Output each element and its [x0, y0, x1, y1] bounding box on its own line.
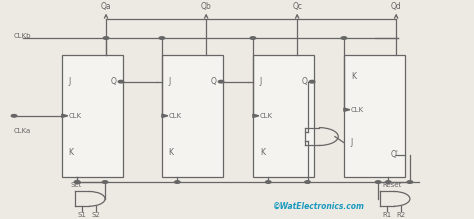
- Text: CLK: CLK: [351, 107, 364, 113]
- Circle shape: [385, 181, 391, 183]
- Circle shape: [102, 181, 108, 183]
- Text: CLKb: CLKb: [14, 33, 32, 39]
- Circle shape: [118, 80, 124, 83]
- Text: K: K: [69, 148, 73, 157]
- Circle shape: [407, 181, 413, 183]
- Text: Reset: Reset: [383, 182, 402, 188]
- Circle shape: [265, 181, 271, 183]
- Circle shape: [250, 37, 255, 39]
- Text: Qb: Qb: [201, 2, 211, 11]
- Circle shape: [375, 181, 381, 183]
- Bar: [62, 55, 123, 177]
- Text: J: J: [69, 77, 71, 86]
- Text: J: J: [260, 77, 262, 86]
- Text: Set: Set: [71, 182, 82, 188]
- Text: K: K: [169, 148, 174, 157]
- Circle shape: [305, 181, 310, 183]
- Text: Qa: Qa: [101, 2, 111, 11]
- Text: Q: Q: [301, 77, 308, 86]
- Text: K: K: [351, 72, 356, 81]
- Circle shape: [310, 80, 315, 83]
- Circle shape: [74, 181, 80, 183]
- Text: K: K: [260, 148, 265, 157]
- Text: CLK: CLK: [69, 113, 82, 119]
- Circle shape: [74, 181, 80, 183]
- Text: S1: S1: [78, 212, 87, 218]
- Text: ©WatElectronics.com: ©WatElectronics.com: [273, 201, 365, 210]
- Text: R2: R2: [396, 212, 405, 218]
- Text: CLK: CLK: [260, 113, 273, 119]
- Polygon shape: [253, 114, 259, 117]
- Bar: [344, 55, 405, 177]
- Text: S2: S2: [91, 212, 100, 218]
- Text: Q: Q: [110, 77, 117, 86]
- Polygon shape: [62, 114, 68, 117]
- Text: CLKa: CLKa: [14, 127, 31, 134]
- Circle shape: [103, 37, 109, 39]
- Text: CLK: CLK: [169, 113, 182, 119]
- Circle shape: [11, 115, 17, 117]
- Text: J: J: [169, 77, 171, 86]
- Text: Q': Q': [391, 150, 399, 159]
- Circle shape: [174, 181, 180, 183]
- Text: Qd: Qd: [391, 2, 401, 11]
- Text: Q: Q: [210, 77, 217, 86]
- Bar: [253, 55, 314, 177]
- Polygon shape: [344, 108, 350, 111]
- Circle shape: [159, 37, 164, 39]
- Circle shape: [341, 37, 346, 39]
- Text: R1: R1: [383, 212, 392, 218]
- Bar: [162, 55, 223, 177]
- Text: J: J: [351, 138, 353, 147]
- Text: Qc: Qc: [292, 2, 302, 11]
- Circle shape: [219, 80, 224, 83]
- Polygon shape: [162, 114, 168, 117]
